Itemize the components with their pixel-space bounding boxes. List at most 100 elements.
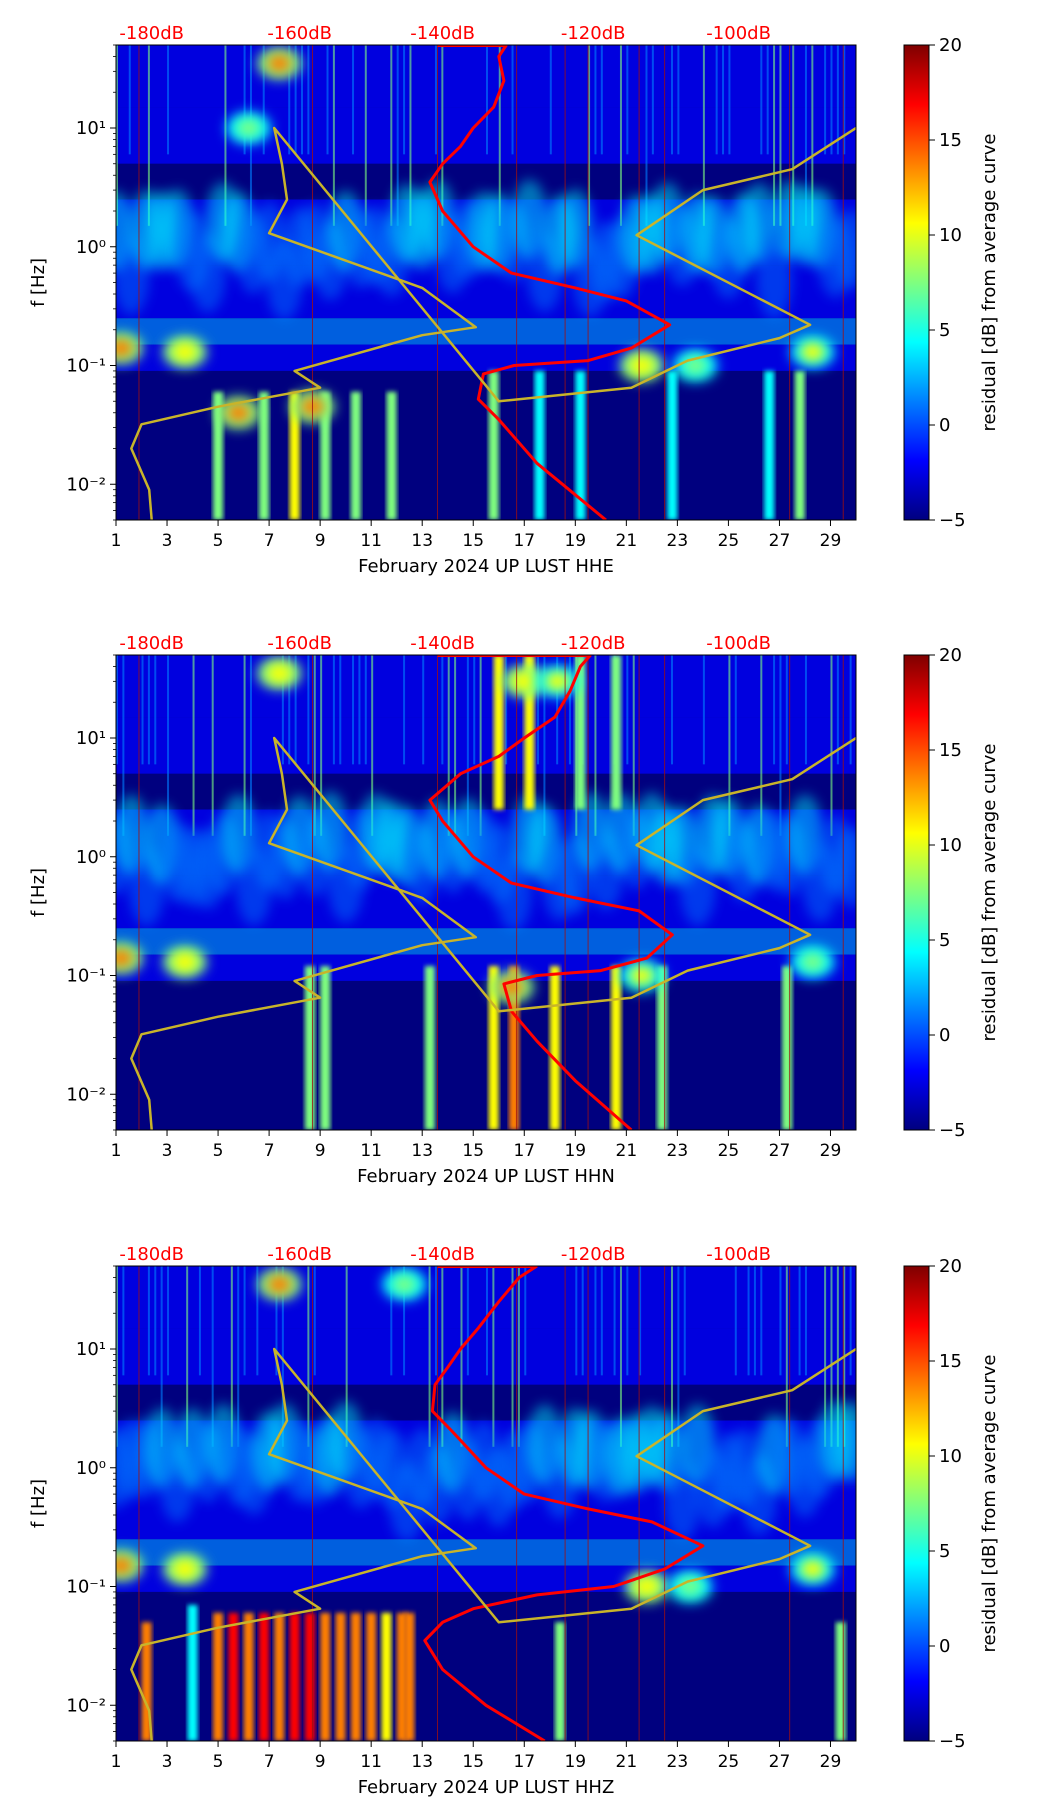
- heatmap-band: [488, 370, 499, 520]
- colorbar-label: residual [dB] from average curve: [979, 133, 1000, 431]
- heatmap-streak: [122, 1266, 125, 1376]
- heatmap-band: [259, 391, 269, 520]
- heatmap-streak: [167, 655, 170, 836]
- heatmap-streak: [307, 45, 310, 155]
- heatmap-streak: [288, 655, 291, 765]
- heatmap-streak: [505, 655, 508, 765]
- heatmap-band: [213, 391, 224, 520]
- x-axis-label: February 2024 UP LUST HHZ: [358, 1777, 615, 1798]
- colorbar-tick-label: 5: [939, 930, 950, 951]
- heatmap-band: [304, 1612, 315, 1741]
- heatmap-streak: [243, 1266, 246, 1376]
- heatmap-streak: [785, 655, 788, 765]
- heatmap-streak: [313, 1266, 316, 1376]
- x-tick-label: 9: [315, 531, 326, 551]
- heatmap-streak: [836, 1266, 839, 1447]
- heatmap-band: [289, 1612, 300, 1741]
- x-tick-label: 29: [820, 1752, 842, 1772]
- x-tick-label: 17: [513, 1752, 535, 1772]
- colorbar-label: residual [dB] from average curve: [979, 743, 1000, 1041]
- heatmap-band: [667, 370, 678, 520]
- heatmap-streak: [428, 1266, 431, 1447]
- heatmap-row: [116, 717, 856, 774]
- heatmap-streak: [766, 45, 769, 155]
- heatmap-streak: [116, 45, 118, 226]
- heatmap-streak: [167, 1266, 170, 1376]
- heatmap-streak: [466, 1266, 469, 1376]
- x-tick-label: 5: [213, 1752, 224, 1772]
- x-tick-label: 25: [718, 531, 740, 551]
- heatmap-streak: [836, 655, 839, 765]
- colorbar-tick-label: 15: [939, 740, 962, 761]
- heatmap-hotspot: [267, 1275, 292, 1294]
- heatmap-streak: [671, 1266, 673, 1447]
- heatmap-hotspot: [392, 1275, 417, 1294]
- heatmap-streak: [492, 1266, 495, 1447]
- heatmap-streak: [307, 1266, 310, 1447]
- x-tick-label: 7: [264, 531, 275, 551]
- x-tick-label: 29: [820, 1141, 842, 1161]
- heatmap-band: [488, 966, 499, 1130]
- heatmap-hotspot: [629, 356, 654, 375]
- heatmap-streak: [728, 655, 731, 836]
- db-scale-label: -140dB: [410, 23, 475, 44]
- heatmap-streak: [307, 655, 310, 765]
- colorbar-tick-label: 5: [939, 1541, 950, 1562]
- noise-model-curve: [130, 1347, 856, 1741]
- heatmap-row: [116, 370, 856, 520]
- heatmap-streak: [785, 1266, 788, 1447]
- heatmap-streak: [651, 45, 654, 155]
- x-tick-label: 15: [462, 531, 484, 551]
- heatmap-streak: [671, 655, 673, 765]
- heatmap-streak: [441, 1266, 444, 1447]
- heatmap-streak: [371, 655, 374, 836]
- heatmap-streak: [390, 45, 393, 226]
- heatmap-streak: [836, 45, 839, 155]
- x-tick-label: 5: [213, 531, 224, 551]
- heatmap-streak: [773, 655, 776, 765]
- heatmap-streak: [479, 655, 482, 836]
- x-tick-label: 9: [315, 1141, 326, 1161]
- heatmap-streak: [804, 1266, 807, 1376]
- heatmap-streak: [734, 1266, 737, 1376]
- heatmap-hotspot: [172, 1560, 197, 1579]
- x-axis-label: February 2024 UP LUST HHN: [357, 1166, 615, 1187]
- x-tick-label: 7: [264, 1141, 275, 1161]
- y-tick-label: 10⁻¹: [66, 356, 106, 377]
- x-tick-label: 1: [111, 531, 122, 551]
- heatmap-streak: [198, 1266, 201, 1376]
- heatmap-streak: [409, 45, 412, 226]
- heatmap-streak: [626, 45, 629, 155]
- heatmap-blob: [832, 1401, 856, 1482]
- heatmap-streak: [167, 45, 170, 155]
- heatmap-streak: [779, 655, 782, 836]
- heatmap-streak: [760, 1266, 763, 1376]
- heatmap-streak: [466, 655, 469, 836]
- colorbar: 20 15 10 5 0 −5 residual [dB] from average cur…: [903, 35, 1000, 531]
- heatmap-band: [350, 391, 361, 520]
- heatmap-band: [611, 966, 622, 1130]
- heatmap-streak: [434, 45, 437, 155]
- heatmap-streak: [243, 655, 246, 836]
- heatmap-streak: [447, 655, 450, 836]
- y-axis-label: f [Hz]: [28, 258, 49, 307]
- heatmap-band: [259, 1612, 269, 1741]
- heatmap-streak: [262, 45, 265, 155]
- heatmap-streak: [760, 655, 763, 836]
- heatmap-streak: [320, 655, 323, 836]
- heatmap-blob: [832, 208, 856, 289]
- heatmap-streak: [543, 655, 546, 836]
- y-tick-label: 10⁻¹: [66, 966, 106, 987]
- colorbar-tick-label: 0: [939, 1636, 950, 1657]
- heatmap-streak: [511, 1266, 514, 1447]
- heatmap-streak: [313, 655, 316, 836]
- x-axis-label: February 2024 UP LUST HHE: [358, 556, 614, 577]
- heatmap-streak: [498, 45, 501, 226]
- x-tick-label: 19: [564, 531, 586, 551]
- heatmap-hotspot: [629, 966, 654, 985]
- x-tick-label: 3: [162, 531, 173, 551]
- heatmap-streak: [594, 45, 597, 155]
- heatmap-streak: [830, 655, 833, 836]
- colorbar-tick-label: 20: [939, 645, 962, 666]
